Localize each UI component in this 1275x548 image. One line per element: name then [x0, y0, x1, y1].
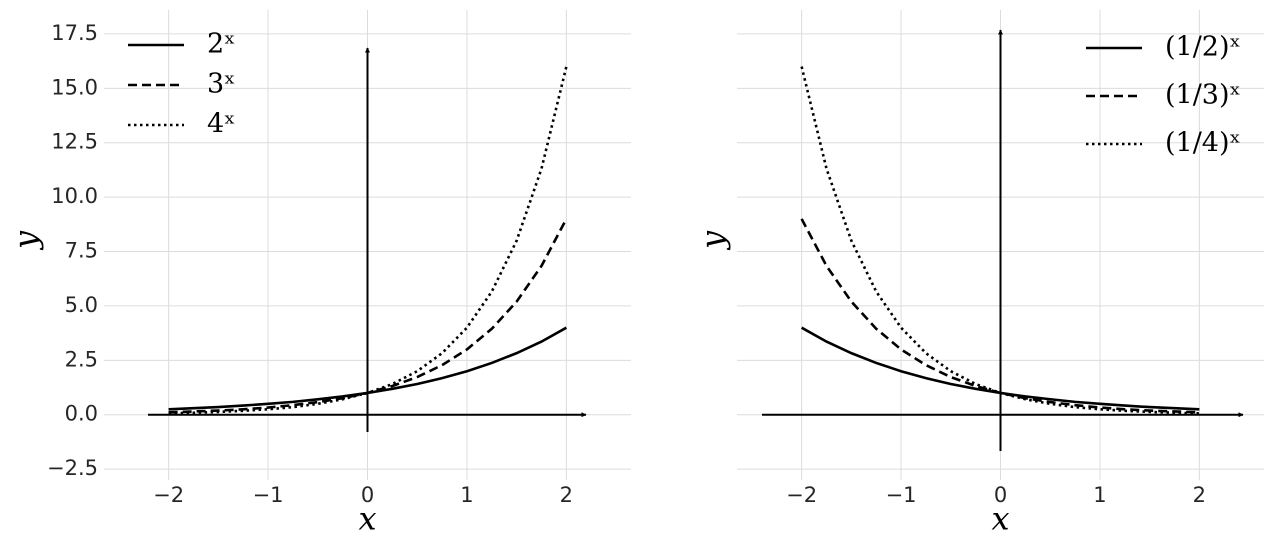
- x-tick-label: −1: [253, 483, 284, 507]
- x-tick-label: 2: [560, 483, 573, 507]
- legend-label: 2ˣ: [207, 29, 236, 60]
- x-tick-label: 2: [1193, 483, 1206, 507]
- x-tick-label: 0: [361, 483, 374, 507]
- x-axis-label: x: [358, 500, 376, 538]
- series-line: [800, 218, 1200, 414]
- x-tick-label: 1: [460, 483, 473, 507]
- x-axis-label: x: [991, 500, 1009, 538]
- y-tick-label: 15.0: [51, 75, 98, 99]
- legend-label: (1/4)ˣ: [1165, 128, 1241, 159]
- subplot: −2 −1 0 1 2 x y (1/2)ˣ (1/3)ˣ (1/4)ˣ: [694, 10, 1264, 538]
- x-tick-label: −2: [153, 483, 184, 507]
- y-tick-label: 7.5: [65, 239, 98, 263]
- y-axis-label: y: [694, 230, 732, 251]
- x-tick-label: 0: [994, 483, 1007, 507]
- y-tick-label: 2.5: [65, 347, 98, 371]
- series-line: [800, 66, 1200, 415]
- legend-label: (1/2)ˣ: [1165, 32, 1241, 63]
- y-axis-label: y: [7, 230, 45, 251]
- legend-label: 3ˣ: [207, 69, 236, 100]
- y-tick-label: −2.5: [47, 456, 98, 480]
- y-tick-label: 0.0: [65, 402, 98, 426]
- y-tick-label: 10.0: [51, 184, 98, 208]
- y-tick-label: 12.5: [51, 130, 98, 154]
- x-tick-label: −2: [786, 483, 817, 507]
- series-line: [168, 66, 568, 415]
- subplot: −2 −1 0 1 2 −2.5 0.0 2.5 5.0 7.5 10.0 12.5 15.0 17.5 x…: [7, 10, 631, 538]
- y-tick-label: 5.0: [65, 293, 98, 317]
- legend-label: (1/3)ˣ: [1165, 80, 1241, 111]
- x-tick-label: 1: [1093, 483, 1106, 507]
- legend-label: 4ˣ: [207, 109, 236, 140]
- x-tick-label: −1: [886, 483, 917, 507]
- y-tick-label: 17.5: [51, 21, 98, 45]
